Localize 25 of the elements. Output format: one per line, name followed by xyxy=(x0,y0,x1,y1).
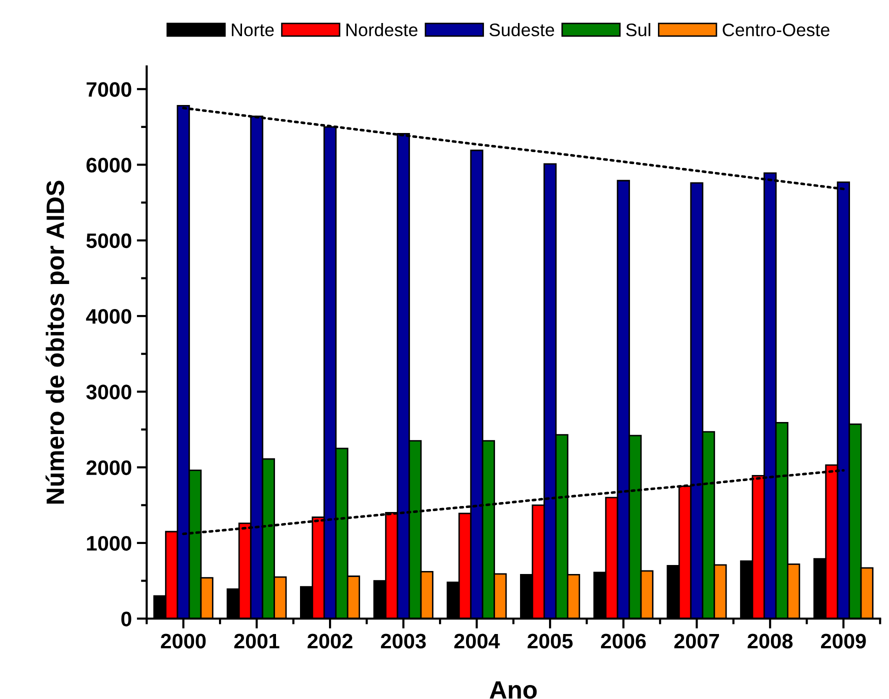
x-tick-label: 2003 xyxy=(380,634,426,649)
legend-label: Sul xyxy=(626,23,650,36)
x-axis-title: Ano xyxy=(490,681,537,699)
y-tick-label: 0 xyxy=(121,612,132,626)
legend-label: Nordeste xyxy=(346,23,418,36)
y-tick-label: 4000 xyxy=(86,309,132,324)
legend-label: Sudeste xyxy=(489,23,554,36)
x-tick-label: 2005 xyxy=(528,634,573,648)
y-tick-label: 6000 xyxy=(86,158,132,172)
legend-label: Norte xyxy=(232,24,274,36)
x-tick-label: 2008 xyxy=(748,634,793,648)
x-tick-label: 2002 xyxy=(308,634,352,648)
legend-label: Centro-Oeste xyxy=(722,24,830,36)
y-tick-label: 5000 xyxy=(86,233,132,248)
x-tick-label: 2007 xyxy=(674,634,720,648)
x-tick-label: 2006 xyxy=(600,634,646,648)
y-tick-label: 7000 xyxy=(86,82,132,97)
x-tick-label: 2004 xyxy=(454,634,500,648)
y-tick-label: 1000 xyxy=(87,536,132,551)
x-tick-label: 2000 xyxy=(160,634,206,648)
x-tick-label: 2001 xyxy=(234,634,280,648)
y-axis-title: Número de óbitos por AIDS xyxy=(46,180,70,504)
x-tick-label: 2009 xyxy=(820,634,866,648)
y-tick-label: 2000 xyxy=(86,460,132,476)
y-tick-label: 3000 xyxy=(86,384,132,400)
